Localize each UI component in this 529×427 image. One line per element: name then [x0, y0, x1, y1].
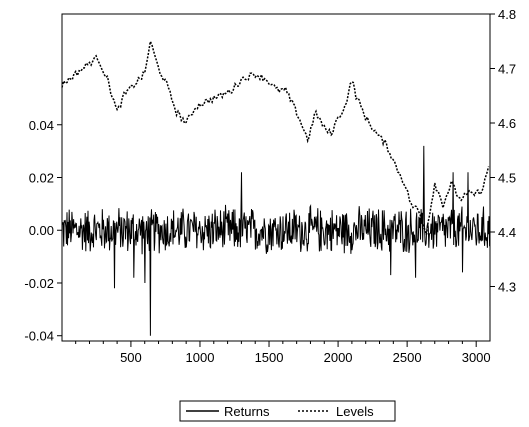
y-axis-left: 0.04 0.02 0.00 -0.02 -0.04	[24, 118, 62, 344]
series-levels-line	[61, 39, 490, 235]
y-left-tick-label: 0.04	[29, 118, 54, 133]
legend-returns-label: Returns	[224, 404, 270, 419]
series-returns-line	[61, 145, 491, 336]
x-axis: 500 1000 1500 2000 2500 3000	[75, 341, 491, 365]
y-left-tick-label: -0.02	[24, 276, 54, 291]
y-right-tick-label: 4.8	[498, 7, 516, 22]
y-left-tick-label: 0.02	[29, 171, 54, 186]
y-right-tick-label: 4.5	[498, 171, 516, 186]
y-left-tick-label: 0.00	[29, 223, 54, 238]
y-axis-right: 4.8 4.7 4.6 4.5 4.4 4.3	[490, 7, 516, 295]
x-tick-label: 1000	[186, 350, 215, 365]
y-right-tick-label: 4.7	[498, 62, 516, 77]
legend: Returns Levels	[179, 400, 396, 422]
x-tick-label: 500	[120, 350, 142, 365]
series-layer	[61, 39, 491, 336]
x-tick-label: 2500	[393, 350, 422, 365]
x-tick-label: 3000	[462, 350, 491, 365]
x-tick-label: 1500	[255, 350, 284, 365]
y-right-tick-label: 4.6	[498, 116, 516, 131]
legend-box	[179, 400, 396, 422]
y-right-tick-label: 4.3	[498, 280, 516, 295]
y-left-tick-label: -0.04	[24, 329, 54, 344]
legend-levels-label: Levels	[336, 404, 374, 419]
x-tick-label: 2000	[324, 350, 353, 365]
plot-area-frame	[61, 13, 491, 342]
y-right-tick-label: 4.4	[498, 225, 516, 240]
